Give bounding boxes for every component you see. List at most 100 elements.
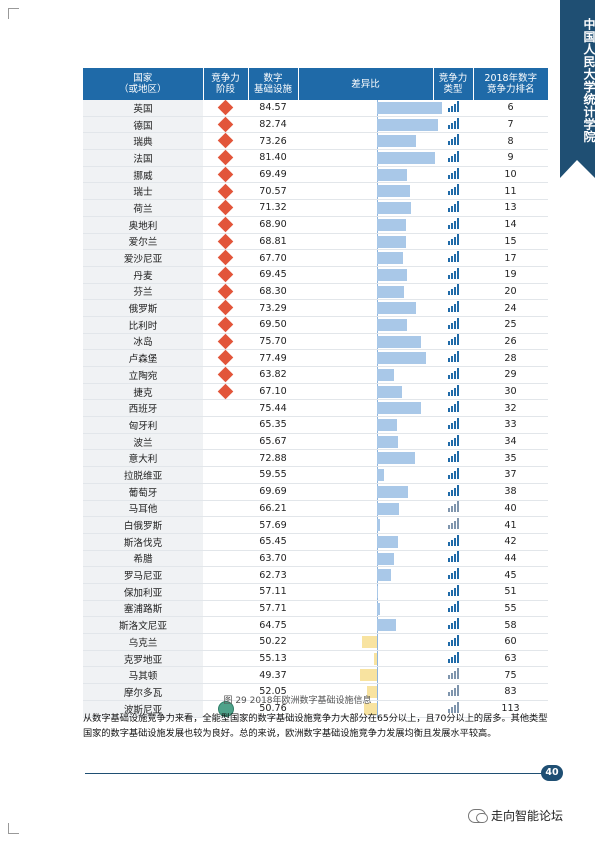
- rank-value: 41: [473, 516, 548, 534]
- score-value: 64.75: [248, 616, 298, 634]
- country-name: 波兰: [83, 433, 203, 451]
- diff-cell: [298, 433, 433, 451]
- diff-bar: [377, 369, 394, 381]
- type-cell: [433, 633, 473, 651]
- table-row: 爱沙尼亚 67.70 17: [83, 249, 548, 267]
- country-name: 波斯尼亚: [83, 700, 203, 718]
- rank-value: 30: [473, 383, 548, 401]
- table-row: 冰岛 75.70 26: [83, 333, 548, 351]
- diff-bar: [377, 619, 397, 632]
- stage-cell: [203, 616, 248, 634]
- diff-bar: [377, 285, 405, 298]
- table-row: 卢森堡 77.49 28: [83, 349, 548, 367]
- diff-bar: [377, 335, 422, 348]
- diff-cell: [298, 182, 433, 201]
- diff-bar: [377, 168, 408, 181]
- stage-cell: [203, 199, 248, 217]
- diff-bar: [363, 702, 377, 715]
- country-name: 保加利亚: [83, 583, 203, 601]
- type-cell: [433, 566, 473, 584]
- diff-bar: [377, 352, 426, 365]
- diamond-stage-icon: [217, 350, 234, 366]
- diff-cell: [298, 333, 433, 351]
- table-row: 立陶宛 63.82 29: [83, 366, 548, 384]
- table-row: 丹麦 69.45 19: [83, 266, 548, 284]
- type-cell: [433, 216, 473, 234]
- table-row: 希腊 63.70 44: [83, 550, 548, 568]
- score-value: 70.57: [248, 182, 298, 201]
- rank-value: 35: [473, 449, 548, 468]
- diff-bar: [377, 135, 416, 148]
- stage-cell: [203, 182, 248, 201]
- bar-chart-icon: [447, 451, 459, 463]
- rank-value: 6: [473, 100, 548, 117]
- table-row: 英国 84.57 6: [83, 99, 548, 117]
- rank-value: 17: [473, 249, 548, 267]
- diff-cell: [298, 149, 435, 167]
- country-name: 马耳他: [83, 500, 203, 518]
- bar-chart-icon: [447, 401, 459, 413]
- bar-chart-icon: [447, 117, 459, 129]
- diff-bar: [377, 519, 380, 532]
- diamond-stage-icon: [217, 116, 234, 133]
- rank-value: 42: [473, 533, 548, 551]
- stage-cell: [203, 333, 248, 351]
- diff-cell: [298, 199, 433, 217]
- country-name: 奥地利: [83, 216, 203, 234]
- bar-chart-icon: [447, 618, 459, 630]
- type-cell: [433, 249, 473, 267]
- score-value: 75.70: [248, 333, 298, 351]
- diff-zero-line: [377, 667, 378, 684]
- rank-value: 8: [473, 132, 548, 151]
- diamond-stage-icon: [217, 366, 234, 383]
- score-value: 49.37: [248, 666, 298, 685]
- bar-chart-icon: [447, 601, 459, 613]
- type-cell: [433, 666, 473, 685]
- diff-cell: [298, 533, 433, 551]
- score-value: 69.69: [248, 483, 298, 501]
- country-name: 意大利: [83, 449, 203, 468]
- type-cell: [433, 316, 473, 334]
- diff-zero-line: [377, 684, 378, 700]
- table-row: 荷兰 71.32 13: [83, 199, 548, 217]
- stage-cell: [203, 583, 248, 601]
- score-value: 84.57: [248, 100, 298, 117]
- diff-bar: [377, 318, 408, 331]
- diff-bar: [377, 268, 407, 281]
- type-cell: [433, 366, 473, 384]
- table-row: 马其顿 49.37 75: [83, 666, 548, 685]
- country-name: 卢森堡: [83, 349, 203, 367]
- table-row: 波斯尼亚 50.76 113: [83, 700, 548, 718]
- table-row: 葡萄牙 69.69 38: [83, 483, 548, 501]
- type-cell: [433, 399, 473, 418]
- figure-caption: 图 29 2018年欧洲数字基础设施信息: [223, 696, 372, 706]
- bar-chart-icon: [447, 284, 459, 296]
- stage-cell: [203, 533, 248, 551]
- diff-cell: [298, 283, 433, 301]
- diamond-stage-icon: [217, 149, 234, 166]
- diamond-stage-icon: [217, 166, 234, 183]
- bar-chart-icon: [447, 384, 459, 396]
- score-value: 50.76: [248, 700, 298, 718]
- diamond-stage-icon: [217, 266, 234, 283]
- diff-bar: [373, 652, 377, 665]
- diff-cell: [298, 249, 433, 267]
- diff-cell: [298, 500, 433, 518]
- header-score: 数字 基础设施: [248, 68, 299, 100]
- bar-chart-icon: [447, 217, 459, 229]
- table-row: 波兰 65.67 34: [83, 433, 548, 451]
- country-name: 白俄罗斯: [83, 516, 203, 534]
- country-name: 立陶宛: [83, 366, 203, 384]
- table-row: 摩尔多瓦 52.05 83: [83, 683, 548, 701]
- diff-bar: [377, 502, 400, 515]
- type-cell: [433, 533, 473, 551]
- stage-cell: [203, 516, 248, 534]
- country-name: 拉脱维亚: [83, 466, 203, 484]
- score-value: 69.45: [248, 266, 298, 284]
- stage-cell: [203, 466, 248, 484]
- diff-cell: [298, 100, 442, 117]
- stage-cell: [203, 650, 248, 668]
- bar-chart-icon: [447, 200, 459, 212]
- stage-cell: [203, 416, 248, 434]
- rank-value: 28: [473, 349, 548, 367]
